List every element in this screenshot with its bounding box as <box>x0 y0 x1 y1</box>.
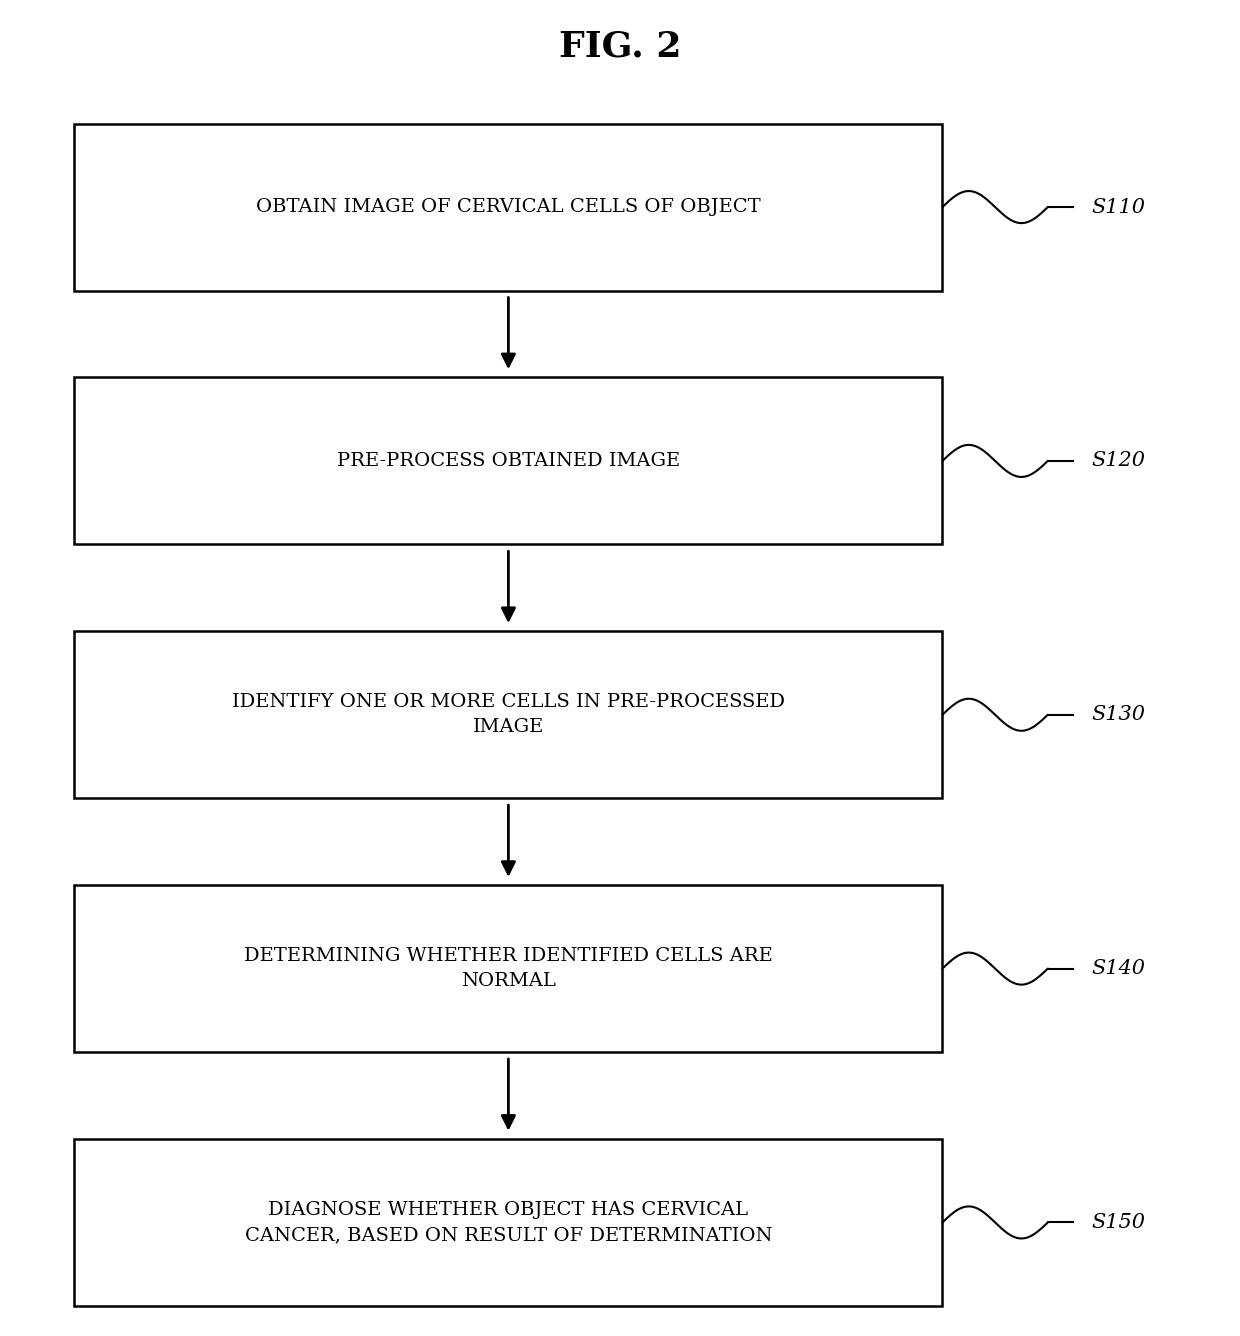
Text: DIAGNOSE WHETHER OBJECT HAS CERVICAL
CANCER, BASED ON RESULT OF DETERMINATION: DIAGNOSE WHETHER OBJECT HAS CERVICAL CAN… <box>244 1201 773 1244</box>
Text: S130: S130 <box>1091 705 1146 724</box>
Text: IDENTIFY ONE OR MORE CELLS IN PRE-PROCESSED
IMAGE: IDENTIFY ONE OR MORE CELLS IN PRE-PROCES… <box>232 693 785 736</box>
Text: PRE-PROCESS OBTAINED IMAGE: PRE-PROCESS OBTAINED IMAGE <box>337 452 680 470</box>
Text: DETERMINING WHETHER IDENTIFIED CELLS ARE
NORMAL: DETERMINING WHETHER IDENTIFIED CELLS ARE… <box>244 947 773 990</box>
Text: OBTAIN IMAGE OF CERVICAL CELLS OF OBJECT: OBTAIN IMAGE OF CERVICAL CELLS OF OBJECT <box>255 198 761 216</box>
Text: S110: S110 <box>1091 198 1146 216</box>
Text: FIG. 2: FIG. 2 <box>559 29 681 64</box>
Bar <box>74 1138 942 1307</box>
Bar <box>74 631 942 798</box>
Bar <box>74 123 942 290</box>
Text: S120: S120 <box>1091 452 1146 470</box>
Text: S150: S150 <box>1091 1213 1146 1232</box>
Bar <box>74 884 942 1053</box>
Bar <box>74 377 942 545</box>
Text: S140: S140 <box>1091 959 1146 978</box>
